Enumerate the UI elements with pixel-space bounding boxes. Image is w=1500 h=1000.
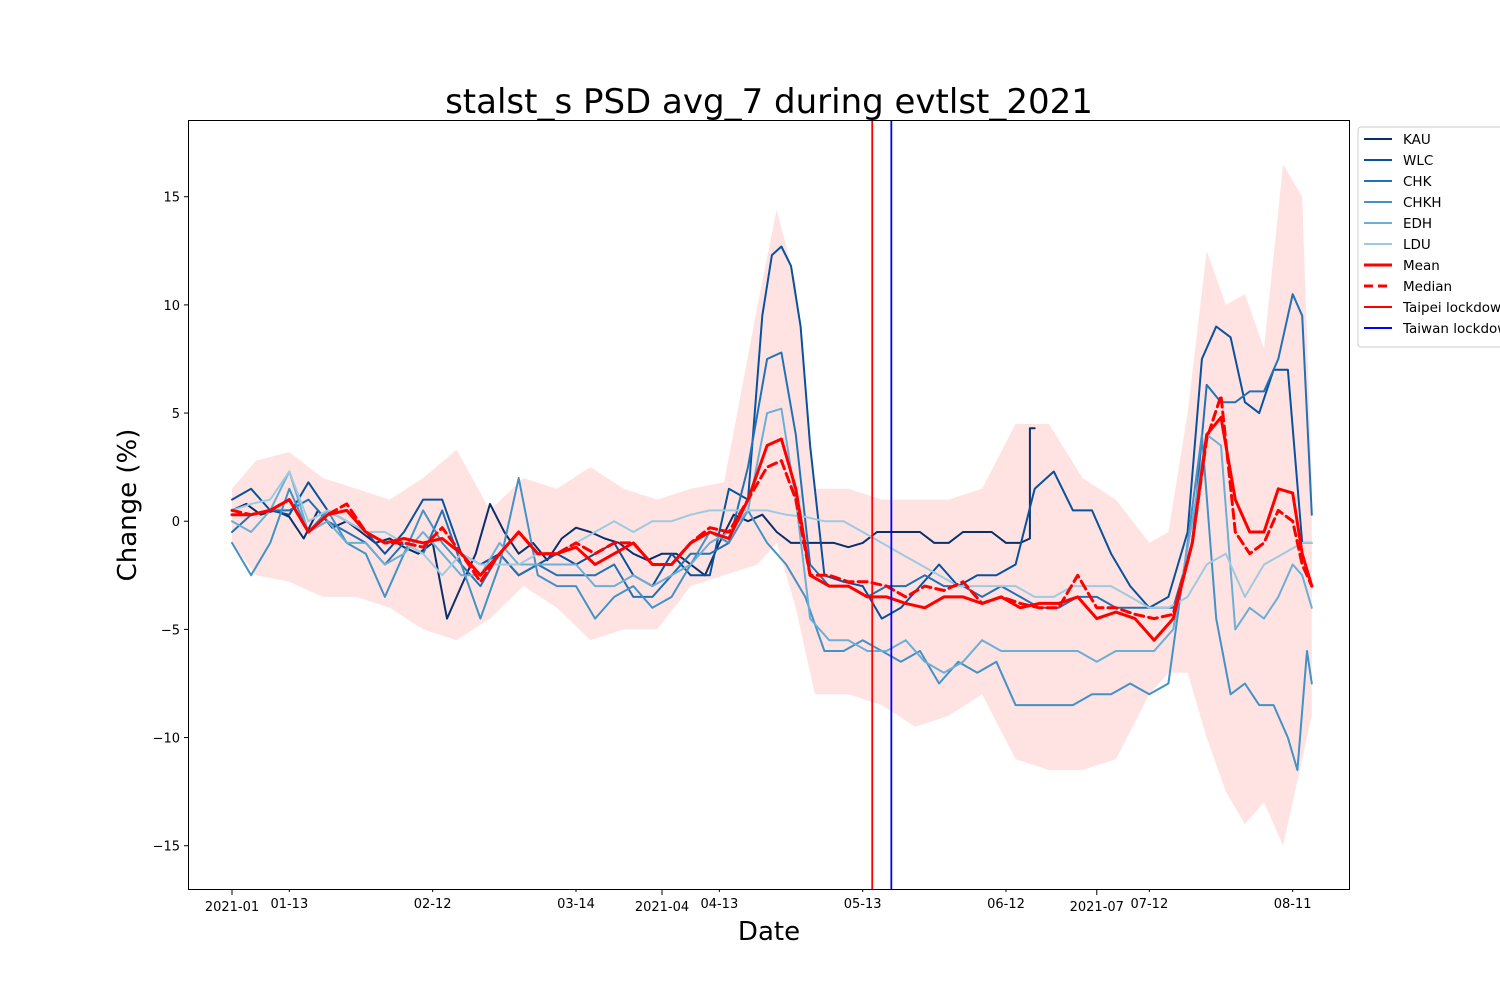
y-axis-title: Change (%)	[113, 429, 143, 582]
legend-label: WLC	[1403, 153, 1433, 169]
series-line-mean	[230, 415, 1314, 642]
series-line-wlc	[231, 245, 1313, 620]
y-tick-label: 10	[163, 299, 180, 314]
axes-frame	[188, 120, 1350, 890]
plot-area	[230, 121, 1314, 889]
x-axis-title: Date	[738, 917, 800, 947]
y-tick-label: −5	[161, 623, 180, 638]
x-minor-tick-label: 02-12	[414, 897, 452, 912]
range-band	[232, 164, 1312, 846]
y-tick-label: 5	[172, 407, 180, 422]
legend-label: LDU	[1403, 237, 1431, 253]
x-minor-tick-label: 04-13	[700, 897, 738, 912]
legend-label: KAU	[1403, 132, 1431, 148]
y-tick-label: 0	[172, 515, 180, 530]
series-line-median	[230, 394, 1314, 621]
x-minor-tick-label: 08-11	[1274, 897, 1312, 912]
legend-label: CHK	[1403, 174, 1433, 190]
x-minor-tick-label: 05-13	[844, 897, 882, 912]
legend: KAU WLC CHK CHKH EDH LDU Mean Median Taipei lock…	[1357, 126, 1500, 348]
y-tick-label: −10	[153, 732, 180, 747]
x-minor-tick-label: 07-12	[1130, 897, 1168, 912]
y-tick-label: 15	[163, 191, 180, 206]
x-major-tick-label: 2021-04	[635, 900, 689, 915]
legend-label: Taiwan lockdown	[1402, 321, 1500, 337]
legend-box	[1357, 126, 1500, 348]
x-major-tick-label: 2021-01	[205, 900, 259, 915]
legend-label: Median	[1403, 279, 1452, 295]
axis-ticks: −15 −10 −5 0 5 10 15 2021-01 2021-04 2021-07 01-13…	[153, 191, 1312, 915]
series-line-ldu	[231, 470, 1313, 609]
x-minor-tick-label: 06-12	[987, 897, 1025, 912]
legend-label: EDH	[1403, 216, 1432, 232]
x-minor-tick-label: 01-13	[270, 897, 308, 912]
legend-label: CHKH	[1403, 195, 1442, 211]
chart-title: stalst_s PSD avg_7 during evtlst_2021	[445, 82, 1093, 122]
legend-label: Taipei lockdown	[1402, 300, 1500, 316]
x-minor-tick-label: 03-14	[557, 897, 595, 912]
x-major-tick-label: 2021-07	[1070, 900, 1124, 915]
legend-label: Mean	[1403, 258, 1440, 274]
y-tick-label: −15	[153, 840, 180, 855]
